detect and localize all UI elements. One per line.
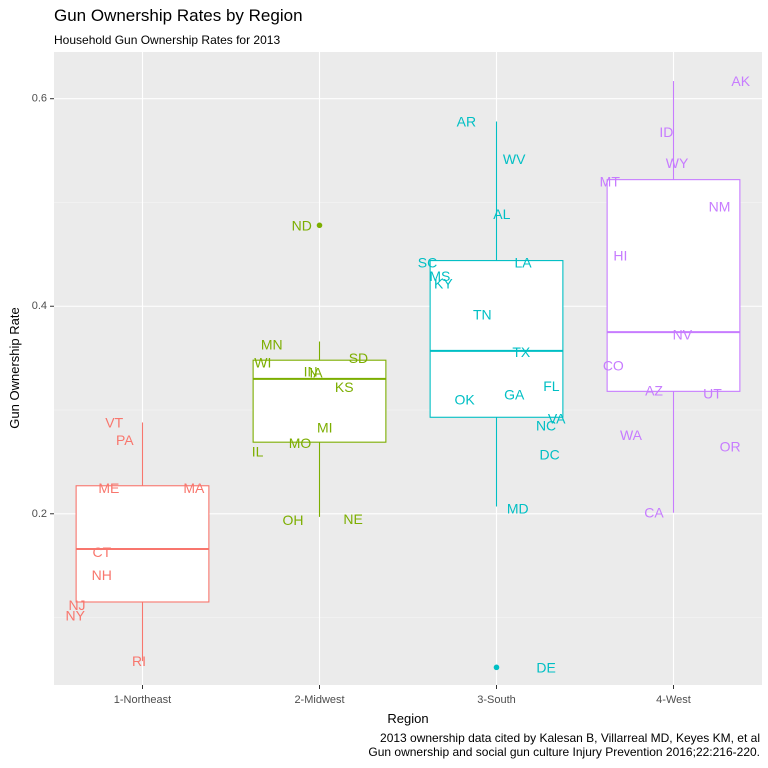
state-label-OR: OR (720, 438, 741, 454)
x-tick-label: 3-South (477, 694, 516, 706)
state-label-FL: FL (543, 378, 560, 394)
box-layer (75, 81, 741, 671)
state-label-GA: GA (504, 386, 525, 402)
state-label-OK: OK (455, 392, 476, 408)
state-label-ND: ND (292, 217, 312, 233)
state-label-VA: VA (548, 410, 566, 426)
state-label-HI: HI (613, 247, 627, 263)
state-label-MI: MI (317, 420, 333, 436)
state-label-PA: PA (116, 432, 134, 448)
state-label-NH: NH (92, 567, 112, 583)
axes: 0.2 0.4 0.6 1-Northeast 2-Midwest 3-South 4-We… (32, 93, 691, 706)
box-iqr (75, 485, 210, 603)
state-label-RI: RI (132, 653, 146, 669)
box-iqr (606, 179, 741, 392)
box-2-Midwest (252, 222, 387, 517)
state-label-MA: MA (183, 480, 205, 496)
state-label-ME: ME (98, 480, 119, 496)
state-label-MD: MD (507, 501, 529, 517)
x-tick-label: 4-West (656, 694, 691, 706)
state-label-WI: WI (254, 354, 271, 370)
state-label-WY: WY (666, 155, 689, 171)
outlier-point (493, 664, 500, 671)
state-label-DC: DC (539, 447, 559, 463)
state-label-LA: LA (514, 255, 532, 271)
state-label-TX: TX (512, 344, 531, 360)
y-axis-title: Gun Ownership Rate (7, 307, 22, 428)
state-label-UT: UT (703, 385, 722, 401)
state-label-AL: AL (493, 206, 510, 222)
state-label-OH: OH (282, 512, 303, 528)
box-4-West (606, 81, 741, 513)
state-label-MN: MN (261, 337, 283, 353)
y-tick-label: 0.6 (32, 93, 47, 105)
state-label-NM: NM (709, 199, 731, 215)
state-label-MS: MS (429, 268, 450, 284)
box-iqr (252, 359, 387, 443)
caption-line-1: 2013 ownership data cited by Kalesan B, … (380, 731, 760, 745)
state-label-CO: CO (603, 357, 624, 373)
state-label-MO: MO (289, 435, 312, 451)
state-label-WV: WV (503, 151, 526, 167)
state-label-KS: KS (335, 379, 354, 395)
state-label-IN: IN (304, 364, 318, 380)
state-label-CA: CA (644, 505, 664, 521)
state-label-NY: NY (66, 607, 86, 623)
state-label-SC: SC (418, 255, 437, 271)
state-label-IA: IA (309, 365, 323, 381)
state-label-SD: SD (349, 350, 368, 366)
x-tick-label: 1-Northeast (114, 694, 171, 706)
state-label-WA: WA (620, 427, 643, 443)
state-label-NE: NE (343, 511, 362, 527)
box-3-South (429, 121, 564, 671)
state-label-IL: IL (252, 444, 264, 460)
state-label-CT: CT (92, 544, 111, 560)
state-label-NC: NC (536, 418, 556, 434)
caption-line-2: Gun ownership and social gun culture Inj… (368, 745, 760, 759)
state-label-NV: NV (673, 326, 693, 342)
state-label-VT: VT (105, 414, 123, 430)
outlier-point (316, 222, 323, 229)
x-tick-label: 2-Midwest (294, 694, 344, 706)
y-tick-label: 0.4 (32, 300, 47, 312)
state-label-AR: AR (457, 114, 476, 130)
state-label-DE: DE (536, 659, 555, 675)
x-axis-title: Region (387, 711, 428, 726)
box-iqr (429, 260, 564, 418)
y-tick-label: 0.2 (32, 508, 47, 520)
chart-title: Gun Ownership Rates by Region (54, 6, 303, 25)
state-label-TN: TN (473, 307, 492, 323)
state-label-NJ: NJ (68, 597, 85, 613)
state-label-ID: ID (659, 124, 673, 140)
box-1-Northeast (75, 422, 210, 662)
state-label-AK: AK (731, 73, 750, 89)
state-label-KY: KY (434, 275, 453, 291)
state-label-AZ: AZ (645, 382, 663, 398)
chart-subtitle: Household Gun Ownership Rates for 2013 (54, 33, 281, 47)
state-label-MT: MT (600, 174, 621, 190)
